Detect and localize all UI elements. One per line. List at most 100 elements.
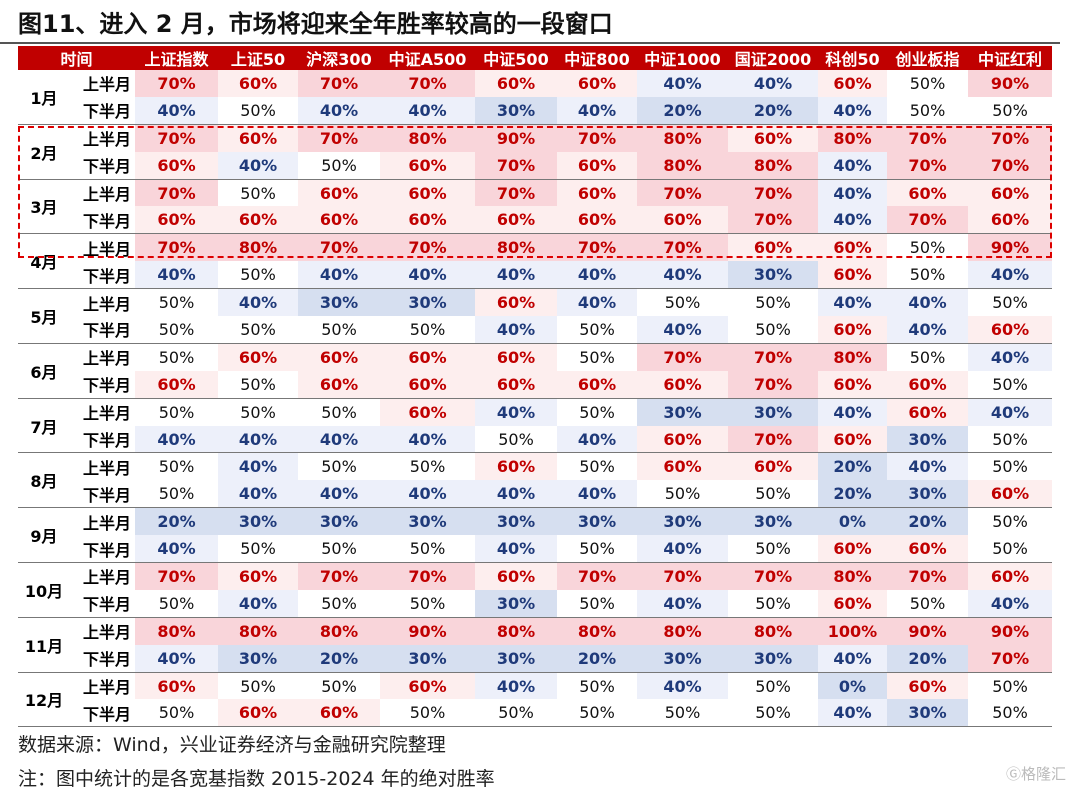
win-rate-cell: 50%	[298, 535, 380, 564]
month-label: 9月	[18, 507, 70, 564]
win-rate-cell: 40%	[218, 425, 298, 454]
win-rate-cell: 40%	[637, 261, 728, 290]
win-rate-cell: 20%	[818, 480, 887, 509]
win-rate-cell: 60%	[818, 370, 887, 399]
table-row: 5月 上半月 50% 40% 30% 30% 60% 40% 50% 50% 40% 40% 50%	[18, 288, 1052, 344]
win-rate-cell: 50%	[887, 70, 968, 97]
win-rate-cell: 50%	[135, 398, 218, 426]
win-rate-cell: 70%	[728, 370, 818, 399]
win-rate-cell: 20%	[887, 644, 968, 673]
win-rate-cell: 50%	[728, 288, 818, 317]
win-rate-cell: 70%	[298, 70, 380, 97]
win-rate-cell: 70%	[298, 562, 380, 590]
win-rate-cell: 60%	[475, 562, 557, 590]
win-rate-cell: 70%	[135, 562, 218, 590]
win-rate-cell: 50%	[135, 589, 218, 618]
win-rate-cell: 40%	[637, 672, 728, 700]
win-rate-cell: 50%	[298, 151, 380, 180]
win-rate-cell: 50%	[887, 589, 968, 618]
win-rate-cell: 40%	[475, 398, 557, 426]
win-rate-cell: 40%	[728, 70, 818, 97]
month-label: 7月	[18, 398, 70, 454]
table-row: 下半月 40% 50% 50% 50% 40% 50% 40% 50% 60% 60% 50%	[18, 535, 1052, 564]
win-rate-cell: 50%	[298, 398, 380, 426]
table-row: 4月 上半月 70% 80% 70% 70% 80% 70% 70% 60% 60% 50% 90%	[18, 233, 1052, 290]
win-rate-cell: 60%	[135, 151, 218, 180]
win-rate-cell: 50%	[968, 425, 1052, 454]
win-rate-cell: 40%	[298, 261, 380, 290]
win-rate-cell: 70%	[887, 124, 968, 152]
win-rate-cell: 40%	[380, 96, 475, 125]
win-rate-cell: 50%	[968, 507, 1052, 536]
win-rate-cell: 40%	[557, 480, 637, 509]
win-rate-cell: 60%	[887, 535, 968, 564]
month-label: 6月	[18, 343, 70, 399]
column-header: 沪深300	[298, 46, 380, 70]
win-rate-cell: 60%	[887, 179, 968, 207]
win-rate-cell: 50%	[557, 316, 637, 344]
win-rate-cell: 80%	[728, 617, 818, 645]
win-rate-cell: 60%	[135, 672, 218, 700]
win-rate-cell: 40%	[475, 261, 557, 290]
win-rate-cell: 60%	[475, 206, 557, 235]
half-month-label: 下半月	[70, 370, 135, 399]
win-rate-cell: 60%	[818, 261, 887, 290]
win-rate-cell: 60%	[557, 179, 637, 207]
win-rate-cell: 70%	[380, 233, 475, 262]
half-month-label: 下半月	[70, 644, 135, 673]
win-rate-cell: 50%	[728, 699, 818, 728]
column-header: 中证A500	[380, 46, 475, 70]
win-rate-cell: 50%	[135, 480, 218, 509]
win-rate-cell: 80%	[557, 617, 637, 645]
table-row: 6月 上半月 50% 60% 60% 60% 60% 50% 70% 70% 80% 50% 40%	[18, 343, 1052, 399]
win-rate-cell: 60%	[475, 70, 557, 97]
column-header: 中证红利	[968, 46, 1052, 70]
win-rate-cell: 60%	[298, 370, 380, 399]
win-rate-cell: 30%	[728, 644, 818, 673]
table-row: 3月 上半月 70% 50% 60% 60% 70% 60% 70% 70% 40% 60% 60%	[18, 179, 1052, 235]
win-rate-cell: 70%	[887, 562, 968, 590]
win-rate-cell: 40%	[968, 261, 1052, 290]
win-rate-cell: 70%	[887, 151, 968, 180]
win-rate-cell: 70%	[557, 124, 637, 152]
win-rate-cell: 90%	[968, 233, 1052, 262]
win-rate-cell: 60%	[968, 316, 1052, 344]
win-rate-cell: 20%	[135, 507, 218, 536]
win-rate-cell: 60%	[475, 343, 557, 371]
table-row: 下半月 60% 40% 50% 60% 70% 60% 80% 80% 40% 70% 70%	[18, 151, 1052, 180]
win-rate-cell: 60%	[818, 425, 887, 454]
win-rate-cell: 40%	[380, 480, 475, 509]
win-rate-cell: 50%	[218, 316, 298, 344]
half-month-label: 上半月	[82, 239, 131, 259]
half-month-label: 上半月	[82, 678, 131, 698]
source-note: 数据来源：Wind，兴业证券经济与金融研究院整理	[18, 734, 446, 756]
win-rate-cell: 30%	[637, 507, 728, 536]
half-month-label: 上半月	[82, 294, 131, 314]
win-rate-cell: 50%	[135, 316, 218, 344]
win-rate-cell: 60%	[380, 672, 475, 700]
win-rate-cell: 40%	[380, 261, 475, 290]
month-label: 11月	[18, 617, 70, 673]
win-rate-cell: 40%	[887, 316, 968, 344]
win-rate-cell: 50%	[218, 261, 298, 290]
half-month-label: 上半月	[82, 404, 131, 424]
win-rate-cell: 0%	[818, 672, 887, 700]
win-rate-cell: 40%	[818, 151, 887, 180]
win-rate-cell: 50%	[298, 589, 380, 618]
win-rate-cell: 70%	[637, 562, 728, 590]
table-row: 1月 上半月 70% 60% 70% 70% 60% 60% 40% 40% 60% 50% 90%	[18, 70, 1052, 125]
win-rate-cell: 50%	[637, 480, 728, 509]
win-rate-cell: 40%	[218, 480, 298, 509]
win-rate-cell: 70%	[557, 562, 637, 590]
win-rate-cell: 20%	[818, 452, 887, 481]
win-rate-cell: 40%	[298, 96, 380, 125]
win-rate-cell: 60%	[818, 589, 887, 618]
win-rate-cell: 70%	[380, 70, 475, 97]
win-rate-cell: 60%	[557, 151, 637, 180]
table-row: 2月 上半月 70% 60% 70% 80% 90% 70% 80% 60% 80% 70% 70%	[18, 124, 1052, 180]
win-rate-cell: 70%	[475, 179, 557, 207]
win-rate-cell: 40%	[135, 425, 218, 454]
win-rate-cell: 40%	[818, 398, 887, 426]
win-rate-cell: 80%	[728, 151, 818, 180]
win-rate-cell: 60%	[557, 70, 637, 97]
